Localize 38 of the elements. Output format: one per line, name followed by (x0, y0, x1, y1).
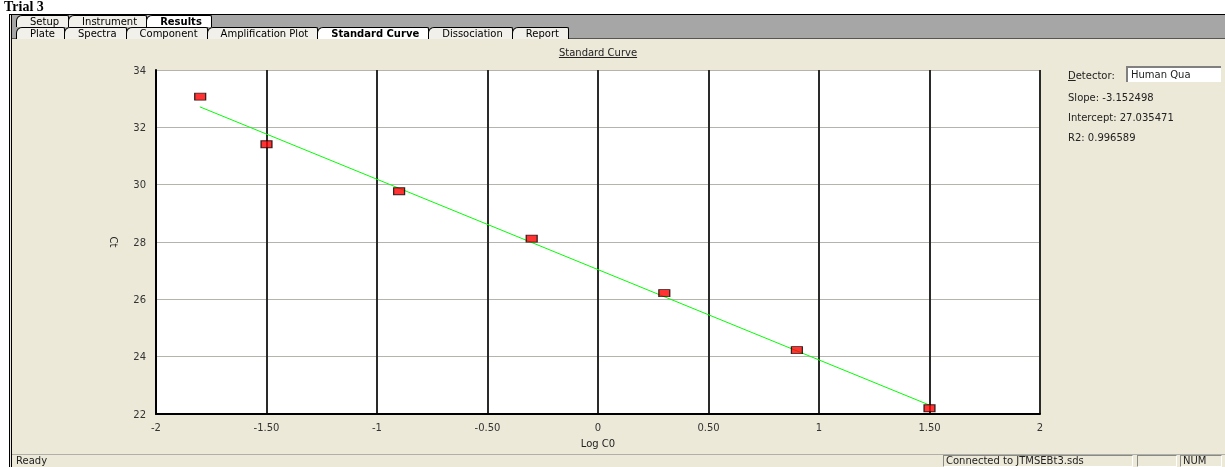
y-tick-label: 26 (133, 293, 146, 305)
y-tick-label: 28 (133, 236, 146, 248)
x-tick-label: 2 (1036, 421, 1044, 433)
text: Results (146, 15, 212, 27)
text: Trial 3 (4, 0, 44, 14)
text: Dissociation (428, 27, 513, 39)
text: Standard Curve (317, 27, 430, 39)
y-tick-label: 22 (133, 408, 146, 420)
text: Connected to JTMSEBt3.sds (943, 455, 1133, 467)
text: Ready (16, 455, 48, 467)
x-tick-label: -0.50 (474, 421, 501, 433)
x-tick-label: -2 (151, 421, 161, 433)
y-tick-label: 30 (133, 179, 146, 191)
x-tick-label: -1.50 (253, 421, 280, 433)
text: Slope: -3.152498 (1068, 92, 1154, 104)
text: Spectra (64, 27, 127, 39)
text: Component (125, 27, 208, 39)
x-tick-label: 1 (815, 421, 823, 433)
y-tick-label: 32 (133, 121, 146, 133)
x-tick-label: -1 (372, 421, 382, 433)
text: Report (511, 27, 569, 39)
text: Instrument (68, 15, 148, 27)
y-axis-title: Ct (107, 236, 119, 248)
x-axis-title: Log C0 (580, 437, 616, 449)
y-tick-label: 24 (133, 351, 146, 363)
x-tick-label: 0 (594, 421, 602, 433)
text: NUM (1180, 455, 1222, 467)
text: Intercept: 27.035471 (1068, 112, 1174, 124)
chart-title: Standard Curve (558, 47, 638, 58)
y-tick-label: 34 (133, 64, 146, 76)
text: R2: 0.996589 (1068, 132, 1136, 144)
x-tick-label: 0.50 (697, 421, 720, 433)
text: Detector: (1068, 70, 1115, 82)
text: Setup (16, 15, 70, 27)
text: Plate (16, 27, 66, 39)
text-field: Human Qua (1126, 66, 1221, 82)
x-tick-label: 1.50 (918, 421, 941, 433)
text: Amplification Plot (206, 27, 319, 39)
